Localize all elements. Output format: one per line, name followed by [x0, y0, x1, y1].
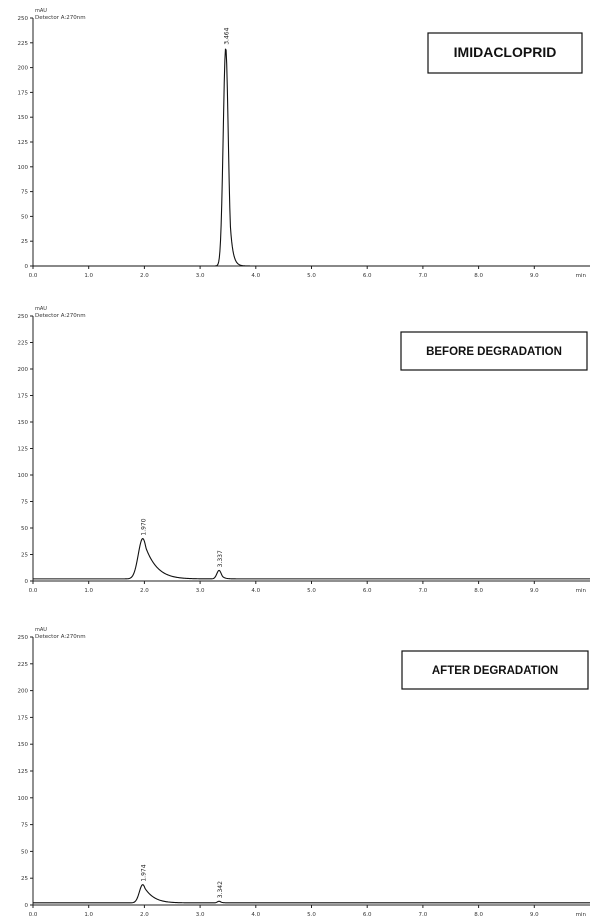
- y-tick-label: 200: [18, 66, 29, 72]
- x-tick-label: 3.0: [196, 273, 205, 279]
- chromatogram-trace: [33, 48, 590, 267]
- panel-title: AFTER DEGRADATION: [432, 665, 558, 677]
- y-tick-label: 225: [18, 662, 29, 668]
- x-tick-label: 6.0: [363, 912, 372, 918]
- detector-label: Detector A:270nm: [35, 313, 86, 319]
- panel-title-box: [400, 331, 588, 371]
- x-tick-label: 8.0: [474, 912, 483, 918]
- x-tick-label: 1.0: [84, 273, 93, 279]
- y-tick-label: 0: [25, 903, 29, 909]
- x-tick-label: 7.0: [419, 912, 428, 918]
- y-unit-label: mAU: [35, 627, 47, 633]
- x-tick-label: 5.0: [307, 912, 316, 918]
- y-tick-label: 50: [21, 214, 28, 220]
- y-tick-label: 200: [18, 689, 29, 695]
- x-tick-label: 3.0: [196, 912, 205, 918]
- x-tick-label: 5.0: [307, 273, 316, 279]
- x-tick-label: 5.0: [307, 588, 316, 594]
- y-tick-label: 75: [21, 190, 28, 196]
- x-tick-label: 0.0: [29, 588, 38, 594]
- y-tick-label: 75: [21, 500, 28, 506]
- x-tick-label: 0.0: [29, 912, 38, 918]
- panel-title-box: [401, 650, 589, 690]
- y-tick-label: 150: [18, 420, 29, 426]
- peak-label: 1.974: [141, 864, 148, 881]
- x-tick-label: 1.0: [84, 588, 93, 594]
- y-tick-label: 25: [21, 876, 28, 882]
- y-tick-label: 0: [25, 579, 29, 585]
- x-tick-label: 0.0: [29, 273, 38, 279]
- x-tick-label: 8.0: [474, 588, 483, 594]
- y-tick-label: 225: [18, 341, 29, 347]
- peak-label: 3.342: [217, 881, 224, 898]
- y-tick-label: 75: [21, 823, 28, 829]
- y-tick-label: 100: [18, 796, 29, 802]
- y-tick-label: 25: [21, 553, 28, 559]
- panel-title: BEFORE DEGRADATION: [426, 346, 562, 358]
- y-tick-label: 125: [18, 140, 29, 146]
- y-tick-label: 200: [18, 367, 29, 373]
- chromatogram-trace: [33, 538, 590, 580]
- y-unit-label: mAU: [35, 306, 47, 312]
- y-tick-label: 125: [18, 447, 29, 453]
- y-tick-label: 250: [18, 16, 29, 22]
- y-tick-label: 0: [25, 264, 29, 270]
- y-tick-label: 100: [18, 473, 29, 479]
- detector-label: Detector A:270nm: [35, 15, 86, 21]
- y-tick-label: 25: [21, 239, 28, 245]
- y-tick-label: 150: [18, 742, 29, 748]
- x-tick-label: 4.0: [251, 273, 260, 279]
- x-tick-label: 6.0: [363, 273, 372, 279]
- x-tick-label: 2.0: [140, 588, 149, 594]
- x-tick-label: 2.0: [140, 912, 149, 918]
- x-tick-label: 2.0: [140, 273, 149, 279]
- chromatogram-panel-1: 0 25 50 75 100 125 150 175 200 225 250 0.0 1.0 2.0 3.0…: [18, 8, 590, 279]
- y-tick-label: 175: [18, 715, 29, 721]
- x-tick-label: 4.0: [251, 588, 260, 594]
- x-tick-label: 6.0: [363, 588, 372, 594]
- y-tick-label: 175: [18, 90, 29, 96]
- y-tick-label: 250: [18, 314, 29, 320]
- y-tick-label: 150: [18, 115, 29, 121]
- y-tick-label: 225: [18, 41, 29, 47]
- x-tick-label: 4.0: [251, 912, 260, 918]
- x-unit-label: min: [576, 912, 587, 918]
- peak-label: 1.970: [141, 518, 148, 535]
- x-tick-label: 8.0: [474, 273, 483, 279]
- x-unit-label: min: [576, 273, 587, 279]
- y-unit-label: mAU: [35, 8, 47, 14]
- y-tick-label: 125: [18, 769, 29, 775]
- y-tick-label: 175: [18, 394, 29, 400]
- x-tick-label: 1.0: [84, 912, 93, 918]
- x-tick-label: 3.0: [196, 588, 205, 594]
- y-tick-label: 100: [18, 165, 29, 171]
- x-tick-label: 9.0: [530, 273, 539, 279]
- detector-label: Detector A:270nm: [35, 634, 86, 640]
- y-tick-label: 50: [21, 526, 28, 532]
- chromatogram-panel-3: 0 25 50 75 100 125 150 175 200 225 250 0.0 1.0 2.0 3.0…: [18, 627, 590, 918]
- peak-label: 3.464: [224, 27, 231, 44]
- x-tick-label: 7.0: [419, 588, 428, 594]
- chromatogram-panel-2: 0 25 50 75 100 125 150 175 200 225 250 0.0 1.0 2.0 3.0…: [18, 306, 590, 594]
- x-tick-label: 9.0: [530, 588, 539, 594]
- x-unit-label: min: [576, 588, 587, 594]
- panel-title-box: [427, 32, 583, 74]
- chromatogram-trace: [33, 884, 590, 904]
- x-tick-label: 7.0: [419, 273, 428, 279]
- y-tick-label: 250: [18, 635, 29, 641]
- y-tick-label: 50: [21, 849, 28, 855]
- panel-title: IMIDACLOPRID: [454, 44, 557, 60]
- peak-label: 3.337: [217, 550, 224, 567]
- x-tick-label: 9.0: [530, 912, 539, 918]
